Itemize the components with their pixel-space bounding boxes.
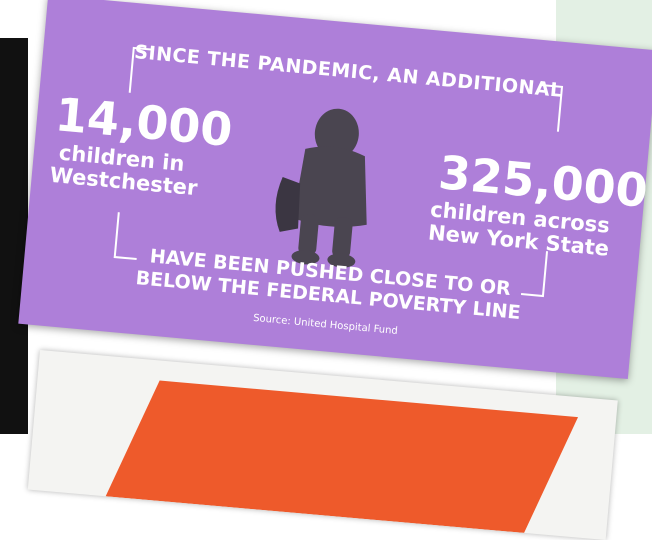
child-photo xyxy=(270,104,376,270)
next-card xyxy=(28,350,618,540)
orange-shape xyxy=(106,381,578,533)
background-strip xyxy=(0,38,28,434)
page: SINCE THE PANDEMIC, AN ADDITIONAL 14,000… xyxy=(0,0,652,434)
infographic-card: SINCE THE PANDEMIC, AN ADDITIONAL 14,000… xyxy=(18,0,652,379)
